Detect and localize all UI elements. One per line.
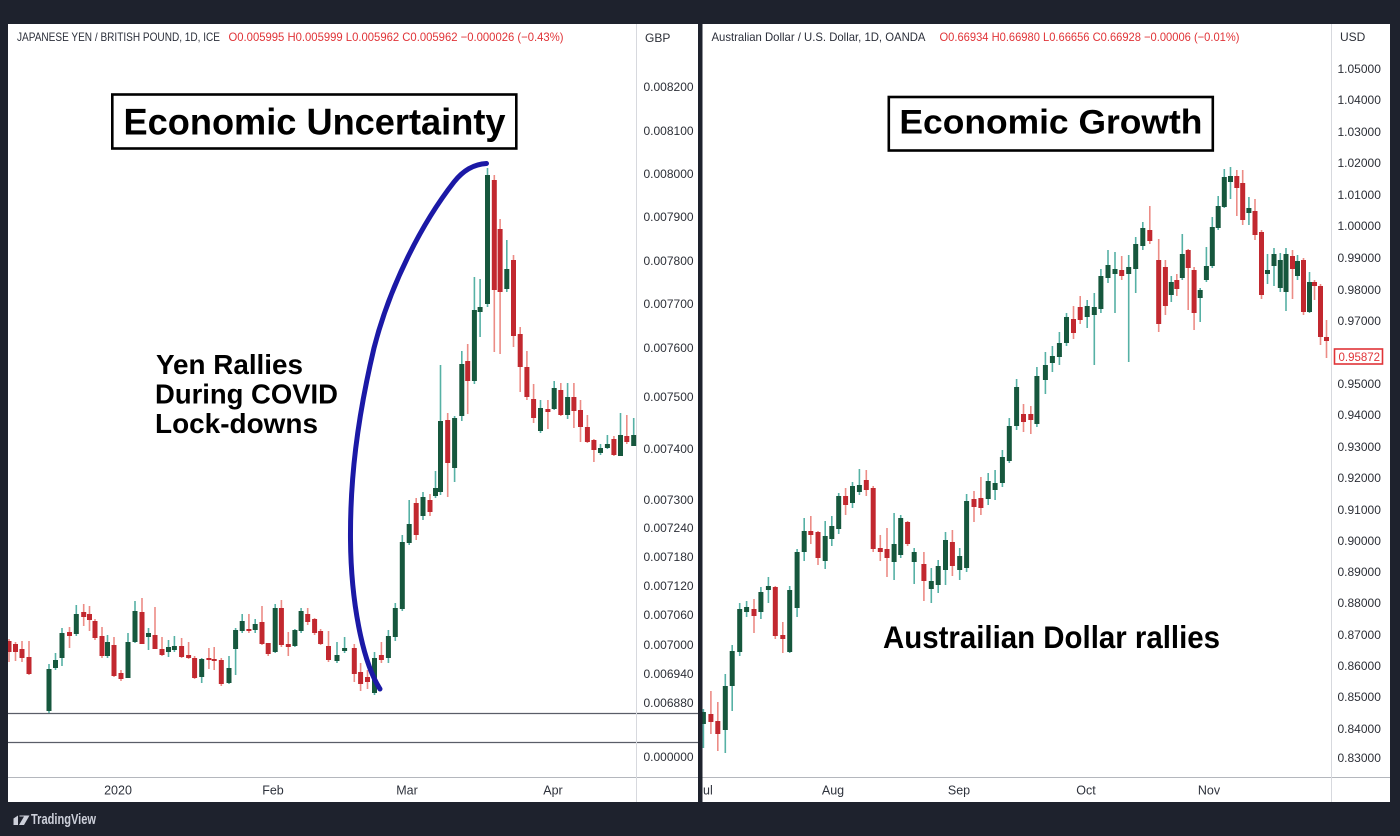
- svg-text:Australian Dollar / U.S. Dolla: Australian Dollar / U.S. Dollar, 1D, OAN…: [712, 30, 926, 44]
- svg-text:JAPANESE YEN / BRITISH POUND,: JAPANESE YEN / BRITISH POUND, 1D, ICE: [17, 30, 220, 44]
- svg-text:0.006880: 0.006880: [644, 696, 694, 710]
- svg-text:0.007240: 0.007240: [644, 521, 694, 535]
- svg-text:Feb: Feb: [262, 784, 284, 798]
- svg-text:0.87000: 0.87000: [1338, 628, 1382, 642]
- svg-text:Austrailian Dollar rallies: Austrailian Dollar rallies: [883, 619, 1220, 655]
- svg-text:0.007060: 0.007060: [644, 608, 694, 622]
- svg-text:1.04000: 1.04000: [1338, 93, 1382, 107]
- svg-text:GBP: GBP: [645, 31, 670, 45]
- svg-text:1.02000: 1.02000: [1338, 156, 1382, 170]
- svg-text:0.90000: 0.90000: [1338, 534, 1382, 548]
- svg-text:0.92000: 0.92000: [1338, 471, 1382, 485]
- svg-text:0.84000: 0.84000: [1338, 722, 1382, 736]
- svg-text:Sep: Sep: [948, 784, 970, 798]
- svg-text:1.00000: 1.00000: [1338, 219, 1382, 233]
- svg-text:0.95872: 0.95872: [1339, 352, 1381, 364]
- svg-text:2020: 2020: [104, 784, 132, 798]
- svg-text:Nov: Nov: [1198, 784, 1221, 798]
- svg-text:0.006940: 0.006940: [644, 667, 694, 681]
- svg-text:Economic Growth: Economic Growth: [899, 104, 1202, 142]
- svg-text:0.000000: 0.000000: [644, 750, 694, 764]
- svg-text:0.007900: 0.007900: [644, 210, 694, 224]
- svg-text:0.007700: 0.007700: [644, 297, 694, 311]
- svg-text:O0.66934 H0.66980 L0.66656: O0.66934 H0.66980 L0.66656 C0.66928 −0.0…: [940, 30, 1240, 44]
- svg-text:0.89000: 0.89000: [1338, 565, 1382, 579]
- svg-text:TradingView: TradingView: [31, 812, 97, 828]
- svg-text:0.85000: 0.85000: [1338, 690, 1382, 704]
- svg-text:Oct: Oct: [1076, 784, 1096, 798]
- svg-text:0.95000: 0.95000: [1338, 377, 1382, 391]
- svg-text:0.83000: 0.83000: [1338, 751, 1382, 765]
- svg-text:During COVID: During COVID: [155, 379, 338, 410]
- svg-text:0.008100: 0.008100: [644, 124, 694, 138]
- svg-text:0.86000: 0.86000: [1338, 659, 1382, 673]
- svg-text:O0.005995 H0.005999 L0.00596: O0.005995 H0.005999 L0.005962 C0.005962 …: [229, 30, 564, 44]
- svg-text:0.91000: 0.91000: [1338, 503, 1382, 517]
- svg-text:USD: USD: [1340, 30, 1366, 44]
- svg-text:Aug: Aug: [822, 784, 844, 798]
- svg-text:0.007000: 0.007000: [644, 638, 694, 652]
- svg-text:0.98000: 0.98000: [1338, 283, 1382, 297]
- svg-text:0.007120: 0.007120: [644, 579, 694, 593]
- svg-text:0.97000: 0.97000: [1338, 314, 1382, 328]
- svg-text:0.007600: 0.007600: [644, 341, 694, 355]
- svg-text:Economic Uncertainty: Economic Uncertainty: [124, 102, 506, 143]
- svg-text:0.007500: 0.007500: [644, 390, 694, 404]
- svg-text:ul: ul: [703, 784, 713, 798]
- svg-text:Lock-downs: Lock-downs: [155, 408, 318, 439]
- svg-text:0.99000: 0.99000: [1338, 251, 1382, 265]
- svg-text:0.007180: 0.007180: [644, 550, 694, 564]
- svg-text:0.93000: 0.93000: [1338, 440, 1382, 454]
- svg-text:0.008000: 0.008000: [644, 167, 694, 181]
- svg-text:1.05000: 1.05000: [1338, 62, 1382, 76]
- svg-text:1.01000: 1.01000: [1338, 188, 1382, 202]
- svg-text:0.007300: 0.007300: [644, 493, 694, 507]
- svg-text:Yen Rallies: Yen Rallies: [156, 349, 303, 380]
- svg-text:Mar: Mar: [396, 784, 418, 798]
- svg-text:0.008200: 0.008200: [644, 80, 694, 94]
- svg-text:0.007400: 0.007400: [644, 442, 694, 456]
- svg-text:Apr: Apr: [543, 784, 562, 798]
- svg-text:0.88000: 0.88000: [1338, 596, 1382, 610]
- svg-text:1.03000: 1.03000: [1338, 125, 1382, 139]
- svg-text:0.94000: 0.94000: [1338, 408, 1382, 422]
- svg-text:0.007800: 0.007800: [644, 254, 694, 268]
